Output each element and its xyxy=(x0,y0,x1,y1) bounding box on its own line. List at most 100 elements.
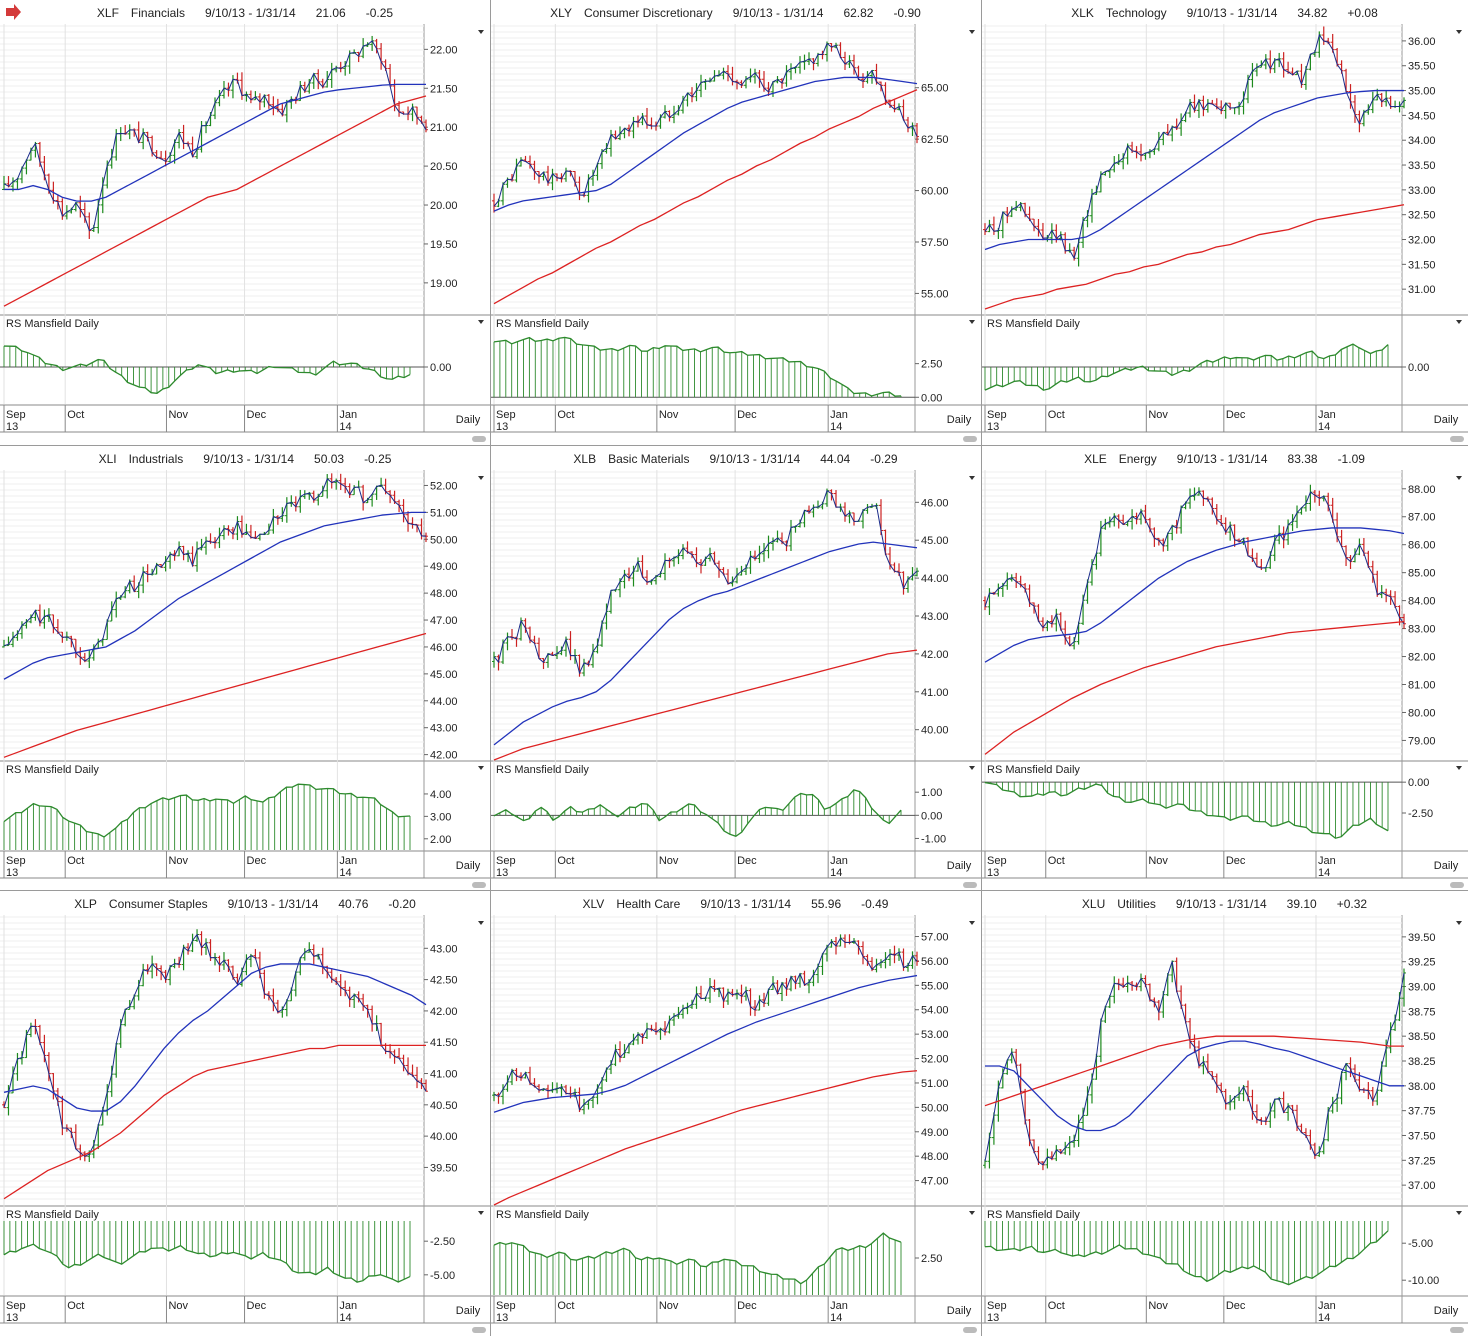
y-tick-label: 51.00 xyxy=(430,507,458,519)
y-tick-label: 46.00 xyxy=(430,642,458,654)
scrollbar-thumb[interactable] xyxy=(472,1327,486,1333)
month-label: Oct xyxy=(557,855,574,867)
y-tick-label: 39.00 xyxy=(1408,982,1436,994)
month-label: Nov xyxy=(168,855,188,867)
chevron-down-icon xyxy=(478,320,484,324)
y-tick-label: 79.00 xyxy=(1408,735,1436,747)
rs-tick-label: 3.00 xyxy=(430,811,451,823)
date-range: 9/10/13 - 1/31/14 xyxy=(228,897,319,911)
y-tick-label: 56.00 xyxy=(921,956,949,968)
month-label: Sep xyxy=(496,855,516,867)
y-tick-label: 37.75 xyxy=(1408,1106,1436,1118)
chart-svg-xly: XLY Consumer Discretionary 9/10/13 - 1/31/… xyxy=(490,0,981,446)
month-label: Sep xyxy=(987,409,1007,421)
month-label: Nov xyxy=(1148,1300,1168,1312)
month-label: Dec xyxy=(737,409,757,421)
rs-tick-label: 1.00 xyxy=(921,787,942,799)
chart-svg-xlu: XLU Utilities 9/10/13 - 1/31/14 39.10 +0.323… xyxy=(981,891,1468,1337)
y-tick-label: 22.00 xyxy=(430,44,458,56)
month-label: Oct xyxy=(1048,1300,1065,1312)
y-tick-label: 37.25 xyxy=(1408,1155,1436,1167)
y-tick-label: 34.00 xyxy=(1408,135,1436,147)
date-range: 9/10/13 - 1/31/14 xyxy=(205,6,296,20)
chart-header: XLP Consumer Staples 9/10/13 - 1/31/14 40.7… xyxy=(74,897,416,911)
chart-header: XLK Technology 9/10/13 - 1/31/14 34.82 +0.08 xyxy=(1071,6,1378,20)
year-label: 13 xyxy=(987,867,999,879)
y-tick-label: 19.50 xyxy=(430,239,458,251)
y-tick-label: 83.00 xyxy=(1408,624,1436,636)
scrollbar-thumb[interactable] xyxy=(963,882,977,888)
y-tick-label: 20.00 xyxy=(430,200,458,212)
month-label: Jan xyxy=(339,855,357,867)
scrollbar-thumb[interactable] xyxy=(472,436,486,442)
month-label: Oct xyxy=(557,409,574,421)
date-range: 9/10/13 - 1/31/14 xyxy=(733,6,824,20)
y-tick-label: 86.00 xyxy=(1408,540,1436,552)
rs-label: RS Mansfield Daily xyxy=(496,1209,589,1221)
period-label: Daily xyxy=(456,860,481,872)
y-tick-label: 62.50 xyxy=(921,134,949,146)
chevron-down-icon xyxy=(1456,1211,1462,1215)
last-price: 39.10 xyxy=(1287,897,1317,911)
rs-tick-label: -10.00 xyxy=(1408,1275,1439,1287)
chart-svg-xlk: XLK Technology 9/10/13 - 1/31/14 34.82 +0.08… xyxy=(981,0,1468,446)
y-tick-label: 43.00 xyxy=(430,943,458,955)
month-label: Nov xyxy=(659,855,679,867)
y-tick-label: 21.50 xyxy=(430,83,458,95)
scrollbar-thumb[interactable] xyxy=(963,1327,977,1333)
year-label: 14 xyxy=(830,421,842,433)
price-change: -0.25 xyxy=(364,452,392,466)
y-tick-label: 45.00 xyxy=(430,669,458,681)
y-tick-label: 50.00 xyxy=(430,534,458,546)
y-tick-label: 35.50 xyxy=(1408,61,1436,73)
y-tick-label: 55.00 xyxy=(921,288,949,300)
y-tick-label: 57.50 xyxy=(921,237,949,249)
scrollbar-thumb[interactable] xyxy=(1450,436,1464,442)
y-tick-label: 39.25 xyxy=(1408,957,1436,969)
year-label: 13 xyxy=(496,867,508,879)
rs-label: RS Mansfield Daily xyxy=(496,764,589,776)
chevron-down-icon xyxy=(969,476,975,480)
rs-tick-label: -5.00 xyxy=(430,1270,455,1282)
y-tick-label: 46.00 xyxy=(921,497,949,509)
rs-label: RS Mansfield Daily xyxy=(496,318,589,330)
y-tick-label: 82.00 xyxy=(1408,652,1436,664)
y-tick-label: 31.00 xyxy=(1408,284,1436,296)
scrollbar-thumb[interactable] xyxy=(1450,1327,1464,1333)
rs-label: RS Mansfield Daily xyxy=(6,1209,99,1221)
chart-svg-xlb: XLB Basic Materials 9/10/13 - 1/31/14 44.04… xyxy=(490,446,981,892)
month-label: Dec xyxy=(737,855,757,867)
y-tick-label: 52.00 xyxy=(921,1054,949,1066)
rs-label: RS Mansfield Daily xyxy=(6,318,99,330)
y-tick-label: 19.00 xyxy=(430,278,458,290)
scrollbar-thumb[interactable] xyxy=(472,882,486,888)
scrollbar-thumb[interactable] xyxy=(963,436,977,442)
period-label: Daily xyxy=(947,414,972,426)
month-label: Jan xyxy=(339,409,357,421)
last-price: 44.04 xyxy=(820,452,850,466)
chart-svg-xlf: XLF Financials 9/10/13 - 1/31/14 21.06 -0.25… xyxy=(0,0,490,446)
month-label: Jan xyxy=(830,855,848,867)
y-tick-label: 88.00 xyxy=(1408,484,1436,496)
chart-panel-xlb: XLB Basic Materials 9/10/13 - 1/31/14 44.04… xyxy=(490,446,981,892)
price-change: -0.25 xyxy=(366,6,394,20)
chevron-down-icon xyxy=(969,921,975,925)
month-label: Oct xyxy=(557,1300,574,1312)
y-tick-label: 48.00 xyxy=(430,588,458,600)
sector-name: Health Care xyxy=(616,897,680,911)
y-tick-label: 39.50 xyxy=(1408,932,1436,944)
month-label: Nov xyxy=(659,409,679,421)
y-tick-label: 43.00 xyxy=(430,723,458,735)
chart-svg-xlv: XLV Health Care 9/10/13 - 1/31/14 55.96 -0.4… xyxy=(490,891,981,1337)
sector-name: Consumer Staples xyxy=(109,897,208,911)
chart-panel-xlp: XLP Consumer Staples 9/10/13 - 1/31/14 40.7… xyxy=(0,891,490,1337)
scrollbar-thumb[interactable] xyxy=(1450,882,1464,888)
y-tick-label: 20.50 xyxy=(430,161,458,173)
y-tick-label: 41.50 xyxy=(430,1037,458,1049)
chart-header: XLB Basic Materials 9/10/13 - 1/31/14 44.04… xyxy=(573,452,898,466)
period-label: Daily xyxy=(1434,414,1459,426)
year-label: 14 xyxy=(1318,421,1330,433)
year-label: 14 xyxy=(830,1312,842,1324)
period-label: Daily xyxy=(456,1305,481,1317)
last-price: 34.82 xyxy=(1297,6,1327,20)
